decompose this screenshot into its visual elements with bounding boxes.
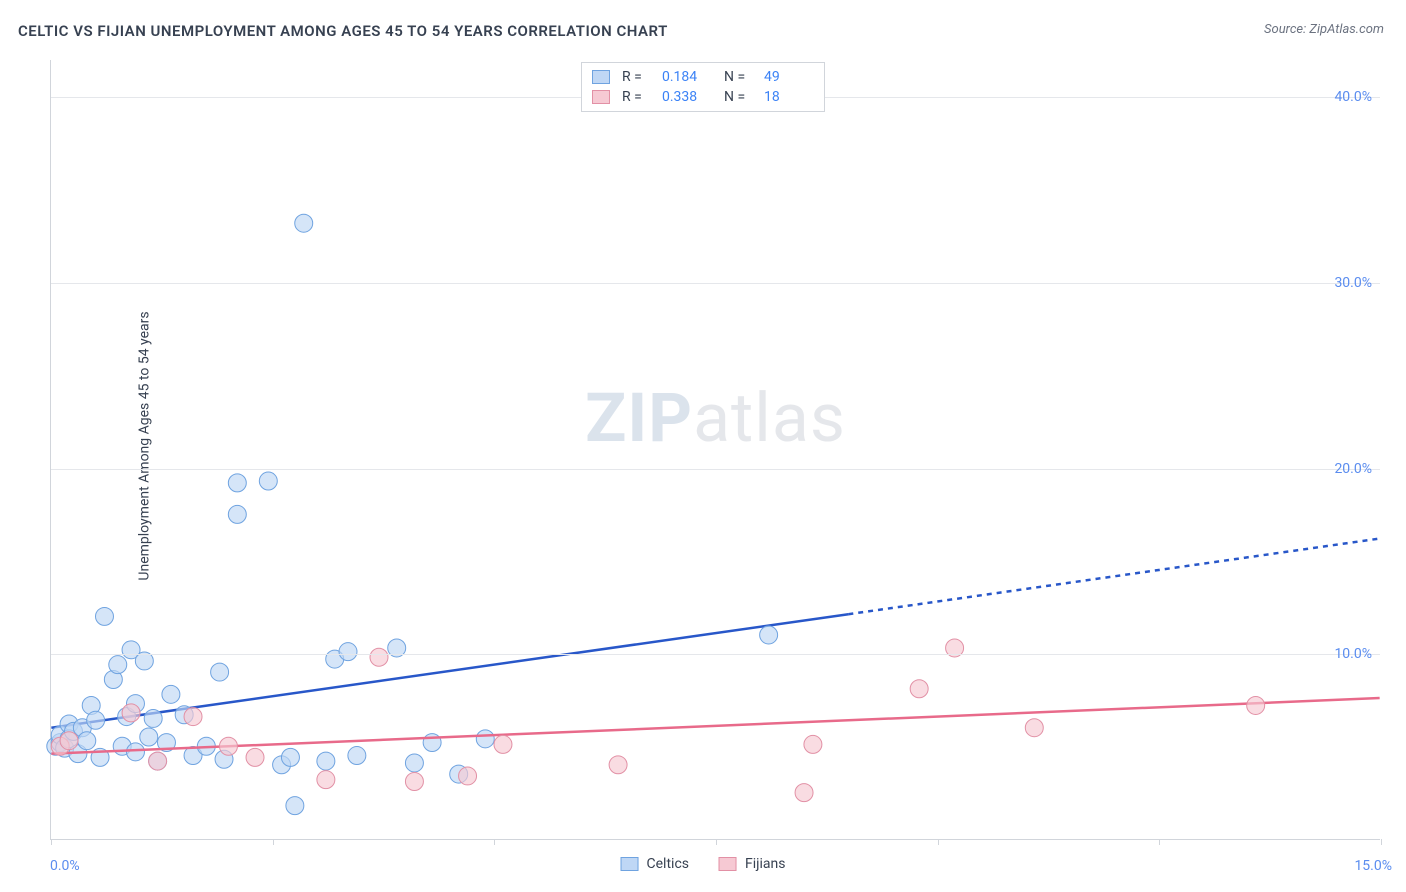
legend-item-fijians: Fijians: [719, 856, 785, 872]
legend-swatch-fijians: [592, 90, 610, 104]
data-point-fijians: [246, 748, 264, 766]
data-point-fijians: [60, 732, 78, 750]
data-point-celtics: [317, 752, 335, 770]
data-point-fijians: [609, 756, 627, 774]
x-tick: [273, 839, 274, 845]
x-tick: [938, 839, 939, 845]
legend-item-celtics: Celtics: [621, 856, 689, 872]
data-point-celtics: [228, 505, 246, 523]
data-point-celtics: [760, 626, 778, 644]
data-point-celtics: [281, 748, 299, 766]
data-point-celtics: [140, 728, 158, 746]
data-point-fijians: [122, 704, 140, 722]
data-point-fijians: [795, 784, 813, 802]
data-point-fijians: [910, 680, 928, 698]
legend-row-celtics: R = 0.184 N = 49: [592, 67, 814, 87]
chart-container: CELTIC VS FIJIAN UNEMPLOYMENT AMONG AGES…: [0, 0, 1406, 892]
data-point-celtics: [405, 754, 423, 772]
data-point-fijians: [405, 773, 423, 791]
series-legend: Celtics Fijians: [621, 856, 786, 872]
data-point-celtics: [126, 743, 144, 761]
legend-n-label: N =: [724, 69, 752, 85]
legend-n-value-celtics: 49: [764, 69, 814, 85]
y-tick-label: 10.0%: [1334, 646, 1372, 662]
data-point-celtics: [295, 214, 313, 232]
data-point-fijians: [184, 708, 202, 726]
y-tick-label: 40.0%: [1334, 89, 1372, 105]
data-point-celtics: [211, 663, 229, 681]
x-axis-max-label: 15.0%: [1354, 858, 1392, 874]
data-point-fijians: [1025, 719, 1043, 737]
x-tick: [716, 839, 717, 845]
x-tick: [1381, 839, 1382, 845]
source-attribution: Source: ZipAtlas.com: [1264, 22, 1384, 37]
data-point-celtics: [348, 747, 366, 765]
data-point-fijians: [1247, 696, 1265, 714]
legend-n-label: N =: [724, 89, 752, 105]
data-point-celtics: [228, 474, 246, 492]
correlation-legend: R = 0.184 N = 49 R = 0.338 N = 18: [581, 62, 825, 112]
data-point-celtics: [476, 730, 494, 748]
legend-label-fijians: Fijians: [745, 856, 785, 872]
data-point-celtics: [95, 607, 113, 625]
gridline: [51, 654, 1380, 655]
data-point-fijians: [804, 735, 822, 753]
y-tick-label: 30.0%: [1334, 275, 1372, 291]
gridline: [51, 469, 1380, 470]
data-point-celtics: [259, 472, 277, 490]
data-point-celtics: [162, 685, 180, 703]
x-tick: [494, 839, 495, 845]
data-point-fijians: [459, 767, 477, 785]
trend-line-celtics: [51, 614, 848, 728]
trend-line-fijians: [51, 698, 1379, 754]
data-point-celtics: [286, 797, 304, 815]
data-point-celtics: [144, 709, 162, 727]
legend-swatch-fijians: [719, 857, 737, 871]
data-point-celtics: [109, 656, 127, 674]
data-point-fijians: [219, 737, 237, 755]
chart-title: CELTIC VS FIJIAN UNEMPLOYMENT AMONG AGES…: [18, 22, 668, 40]
legend-r-value-fijians: 0.338: [662, 89, 712, 105]
data-point-celtics: [87, 711, 105, 729]
legend-r-label: R =: [622, 69, 650, 85]
data-point-fijians: [370, 648, 388, 666]
gridline: [51, 283, 1380, 284]
legend-r-value-celtics: 0.184: [662, 69, 712, 85]
trend-line-dashed-celtics: [848, 539, 1379, 615]
data-point-celtics: [78, 732, 96, 750]
legend-swatch-celtics: [592, 70, 610, 84]
data-point-fijians: [149, 752, 167, 770]
legend-row-fijians: R = 0.338 N = 18: [592, 87, 814, 107]
data-point-celtics: [339, 643, 357, 661]
legend-label-celtics: Celtics: [647, 856, 689, 872]
legend-swatch-celtics: [621, 857, 639, 871]
y-tick-label: 20.0%: [1334, 461, 1372, 477]
legend-n-value-fijians: 18: [764, 89, 814, 105]
data-point-fijians: [317, 771, 335, 789]
scatter-svg: [51, 60, 1380, 839]
legend-r-label: R =: [622, 89, 650, 105]
x-tick: [1159, 839, 1160, 845]
data-point-fijians: [494, 735, 512, 753]
plot-area: ZIPatlas 10.0%20.0%30.0%40.0%: [50, 60, 1380, 840]
x-tick: [51, 839, 52, 845]
x-axis-min-label: 0.0%: [50, 858, 80, 874]
